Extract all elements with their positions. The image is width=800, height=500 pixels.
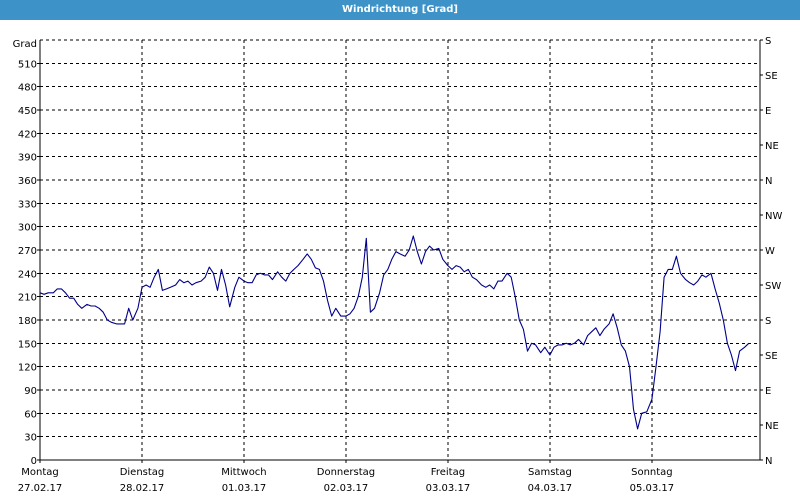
x-day-label: Freitag [431,467,465,478]
y-tick-label: 240 [18,269,37,280]
y-tick-label: 330 [18,199,37,210]
y-tick-label: 480 [18,83,37,94]
y2-tick-label: NW [765,211,782,222]
y-tick-label: 0 [31,456,37,467]
x-date-label: 02.03.17 [324,483,369,494]
y-tick-label: 60 [24,409,37,420]
y2-axis-labels: N NE E SE S SW W NW N NE E SE S [765,36,782,467]
y2-tick-label: S [765,316,771,327]
wind-direction-line [39,235,750,430]
x-date-label: 04.03.17 [528,483,573,494]
x-date-label: 28.02.17 [120,483,165,494]
axis-layer [37,39,763,463]
y2-tick-label: SW [765,281,781,292]
y-tick-label: 30 [24,433,37,444]
x-date-label: 05.03.17 [630,483,675,494]
x-day-label: Montag [21,467,58,478]
x-day-label: Donnerstag [317,467,375,478]
y2-tick-label: SE [765,71,778,82]
y2-tick-label: N [765,176,772,187]
y-tick-label: 150 [18,339,37,350]
y-tick-label: 120 [18,363,37,374]
y2-tick-label: W [765,246,775,257]
y2-tick-label: N [765,456,772,467]
x-day-label: Dienstag [120,467,165,478]
series-layer [39,235,750,430]
x-day-label: Mittwoch [221,467,266,478]
grid-layer [40,39,760,460]
y2-tick-label: SE [765,351,778,362]
y-tick-label: 420 [18,129,37,140]
x-date-label: 27.02.17 [18,483,63,494]
x-day-label: Samstag [528,467,572,478]
y-tick-label: 510 [18,59,37,70]
x-date-label: 01.03.17 [222,483,267,494]
y-tick-label: 210 [18,293,37,304]
y-tick-label: 390 [18,153,37,164]
x-axis-labels: Montag 27.02.17 Dienstag 28.02.17 Mittwoch 01… [18,467,674,494]
x-date-label: 03.03.17 [426,483,471,494]
y-axis-labels: Grad 0 30 60 90 120 150 180 210 240 270 300 330 360 39… [13,39,37,467]
y2-tick-label: NE [765,141,779,152]
y-tick-label: 300 [18,223,37,234]
y2-tick-label: E [765,386,771,397]
y-tick-label: 180 [18,316,37,327]
y-tick-label: 270 [18,246,37,257]
y2-tick-label: S [765,36,771,47]
y2-tick-label: E [765,106,771,117]
chart-title: Windrichtung [Grad] [0,0,800,20]
y-tick-label: 360 [18,176,37,187]
y2-tick-label: NE [765,421,779,432]
y-tick-label: 450 [18,106,37,117]
wind-direction-chart: Grad 0 30 60 90 120 150 180 210 240 270 300 330 360 39… [13,36,783,494]
y-axis-title: Grad [13,39,37,50]
x-day-label: Sonntag [631,467,673,478]
y-tick-label: 90 [24,386,37,397]
